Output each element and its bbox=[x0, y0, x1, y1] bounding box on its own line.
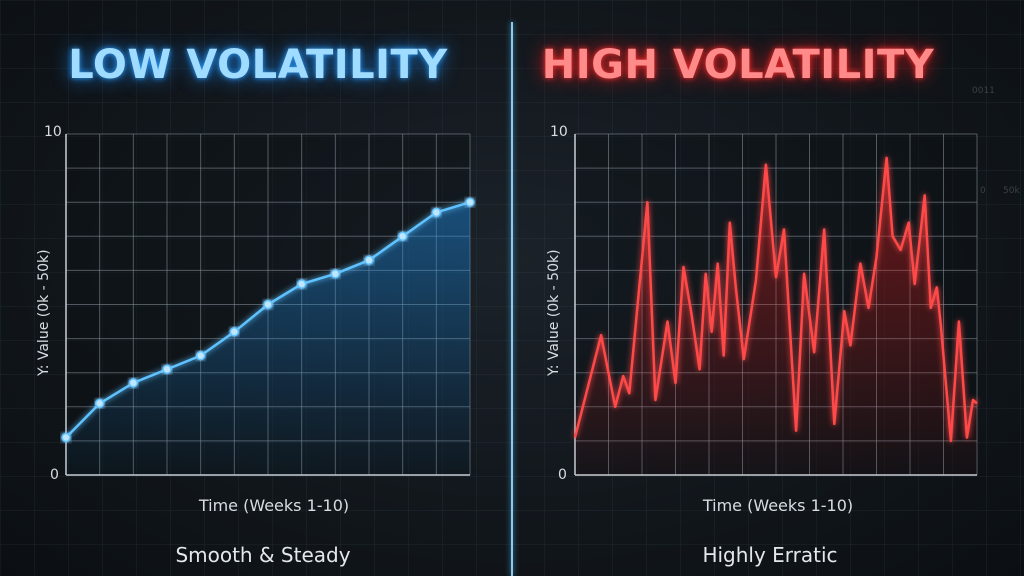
series-area bbox=[575, 157, 977, 475]
data-point bbox=[229, 327, 240, 337]
panel-caption: Smooth & Steady bbox=[175, 543, 351, 567]
series-line bbox=[573, 156, 978, 443]
low-volatility-panel: LOW VOLATILITY 10 0 Y: Value (0k - 50k) … bbox=[36, 42, 475, 567]
data-point bbox=[465, 197, 475, 207]
data-point bbox=[61, 432, 71, 443]
data-point bbox=[431, 207, 442, 218]
data-point bbox=[263, 299, 273, 310]
y-axis-label: Y: Value (0k - 50k) bbox=[546, 249, 562, 376]
x-axis-label: Time (Weeks 1-10) bbox=[702, 496, 854, 515]
background-mark: 0011 bbox=[972, 86, 995, 96]
y-tick-bottom: 0 bbox=[558, 467, 567, 483]
panel-title: LOW VOLATILITY bbox=[68, 42, 448, 88]
data-point bbox=[330, 269, 341, 279]
y-tick-top: 10 bbox=[44, 124, 62, 140]
data-point bbox=[296, 279, 307, 289]
series-area bbox=[66, 202, 470, 475]
background-mark: 0 bbox=[980, 186, 986, 196]
high-volatility-chart bbox=[573, 133, 978, 476]
x-axis-label: Time (Weeks 1-10) bbox=[198, 496, 350, 515]
low-volatility-chart bbox=[61, 133, 475, 476]
background-mark: 50k bbox=[1003, 186, 1020, 196]
data-point bbox=[94, 398, 105, 409]
data-point bbox=[162, 364, 172, 375]
data-point bbox=[397, 231, 408, 242]
panel-caption: Highly Erratic bbox=[702, 543, 838, 567]
y-tick-top: 10 bbox=[550, 124, 568, 140]
panel-divider bbox=[511, 22, 513, 576]
high-volatility-panel: HIGH VOLATILITY 10 0 Y: Value (0k - 50k)… bbox=[512, 0, 1024, 576]
y-axis-label: Y: Value (0k - 50k) bbox=[36, 249, 52, 376]
y-tick-bottom: 0 bbox=[50, 467, 59, 483]
data-point bbox=[364, 255, 374, 265]
panel-title: HIGH VOLATILITY bbox=[541, 42, 935, 88]
data-point bbox=[195, 350, 206, 361]
data-point bbox=[128, 378, 139, 388]
